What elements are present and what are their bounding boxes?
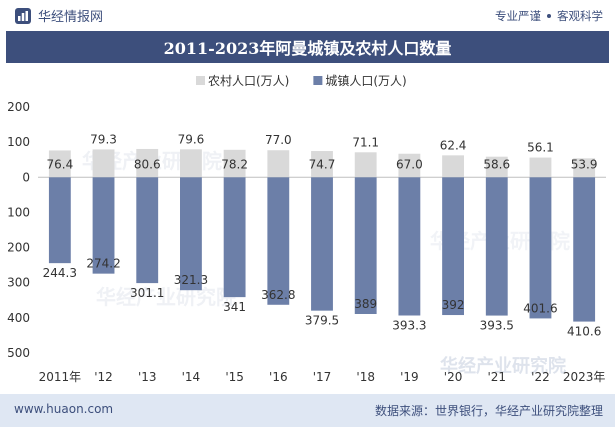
data-label-urban: 274.2	[86, 257, 120, 271]
data-label-rural: 62.4	[440, 138, 467, 152]
tagline: 专业严谨 客观科学	[495, 8, 603, 24]
top-bar: 华经情报网 专业严谨 客观科学	[0, 0, 615, 30]
data-label-rural: 79.6	[178, 132, 205, 146]
data-label-urban: 389	[354, 297, 377, 311]
data-label-urban: 244.3	[43, 266, 77, 280]
bar-rural	[136, 148, 159, 178]
data-label-urban: 401.6	[523, 301, 557, 315]
bar-urban	[48, 177, 71, 264]
bar-rural	[354, 152, 377, 178]
bar-urban	[267, 177, 290, 305]
y-tick-label: 200	[7, 100, 30, 114]
x-tick-label: '18	[356, 370, 375, 384]
bar-rural	[180, 149, 202, 178]
bar-rural	[92, 149, 115, 178]
x-tick-label: '14	[182, 370, 201, 384]
watermark-text: 华经产业研究院	[440, 355, 566, 377]
bar-urban	[223, 177, 246, 298]
legend-swatch-0	[196, 76, 205, 85]
watermark-text: 华经产业研究院	[96, 285, 236, 309]
tagline-left: 专业严谨	[495, 9, 541, 23]
tagline-right: 客观科学	[557, 9, 603, 23]
bar-urban	[92, 177, 115, 274]
data-label-urban: 321.3	[174, 273, 208, 287]
data-label-rural: 76.4	[46, 157, 73, 171]
y-tick-label: 500	[7, 346, 30, 360]
brand: 华经情报网	[14, 6, 103, 25]
data-label-urban: 341	[223, 300, 246, 314]
data-label-urban: 393.3	[392, 319, 426, 333]
data-label-rural: 67.0	[396, 157, 423, 171]
data-label-rural: 56.1	[527, 141, 554, 155]
bar-rural	[485, 156, 508, 178]
bar-rural	[529, 157, 552, 178]
footer-source: 数据来源：世界银行，华经产业研究院整理	[374, 404, 603, 418]
bar-rural	[48, 150, 71, 178]
bar-urban	[398, 177, 421, 316]
footer-url: www.huaon.com	[14, 402, 114, 416]
chart: 华经产业研究院华经产业研究院华经产业研究院华经产业研究院 农村人口(万人)城镇人…	[7, 74, 606, 384]
x-tick-label: '15	[225, 370, 244, 384]
bar-urban	[529, 177, 552, 319]
legend-label-1: 城镇人口(万人)	[325, 74, 406, 88]
data-label-rural: 71.1	[352, 135, 379, 149]
bar-urban	[485, 177, 508, 316]
data-label-urban: 379.5	[305, 314, 339, 328]
data-label-urban: 301.1	[130, 286, 164, 300]
x-tick-label: '12	[94, 370, 113, 384]
bar-urban	[180, 177, 202, 291]
tagline-dot-icon	[547, 14, 551, 18]
bar-rural	[311, 151, 333, 178]
x-tick-label: '16	[269, 370, 288, 384]
legend-swatch-1	[313, 76, 323, 85]
bar-rural	[442, 155, 464, 178]
data-label-rural: 53.9	[571, 157, 598, 171]
brand-name: 华经情报网	[38, 10, 104, 25]
x-tick-label: '20	[444, 370, 463, 384]
data-label-rural: 80.6	[134, 157, 161, 171]
bar-urban	[573, 177, 596, 322]
x-tick-label: '22	[531, 370, 550, 384]
x-tick-label: 2023年	[563, 370, 606, 384]
y-tick-label: 100	[7, 135, 30, 149]
data-label-rural: 77.0	[265, 133, 292, 147]
legend-label-0: 农村人口(万人)	[208, 74, 289, 88]
x-tick-label: 2011年	[39, 370, 82, 384]
bar-urban	[442, 177, 464, 316]
data-label-urban: 392	[442, 298, 465, 312]
x-tick-label: '17	[313, 370, 332, 384]
data-label-rural: 74.7	[309, 157, 336, 171]
data-label-urban: 362.8	[261, 288, 295, 302]
chart-title: 2011-2023年阿曼城镇及农村人口数量	[6, 31, 609, 63]
data-label-urban: 393.5	[480, 319, 514, 333]
data-label-rural: 79.3	[90, 132, 117, 146]
y-tick-label: 400	[7, 311, 30, 325]
data-label-rural: 58.6	[483, 157, 510, 171]
bar-urban	[136, 177, 159, 284]
bar-urban	[311, 177, 333, 311]
data-label-urban: 410.6	[567, 325, 601, 339]
x-tick-label: '13	[138, 370, 157, 384]
bar-rural	[223, 149, 246, 178]
bar-rural	[573, 158, 596, 178]
y-tick-label: 100	[7, 205, 30, 219]
x-tick-label: '19	[400, 370, 419, 384]
y-tick-label: 0	[22, 170, 30, 184]
bar-rural	[267, 150, 290, 178]
bar-urban	[354, 177, 377, 314]
bar-rural	[398, 153, 421, 178]
y-tick-label: 300	[7, 276, 30, 290]
data-label-rural: 78.2	[221, 157, 248, 171]
brand-logo-icon	[15, 7, 31, 24]
y-tick-label: 200	[7, 241, 30, 255]
footer-bar	[0, 394, 615, 427]
x-tick-label: '21	[487, 370, 506, 384]
